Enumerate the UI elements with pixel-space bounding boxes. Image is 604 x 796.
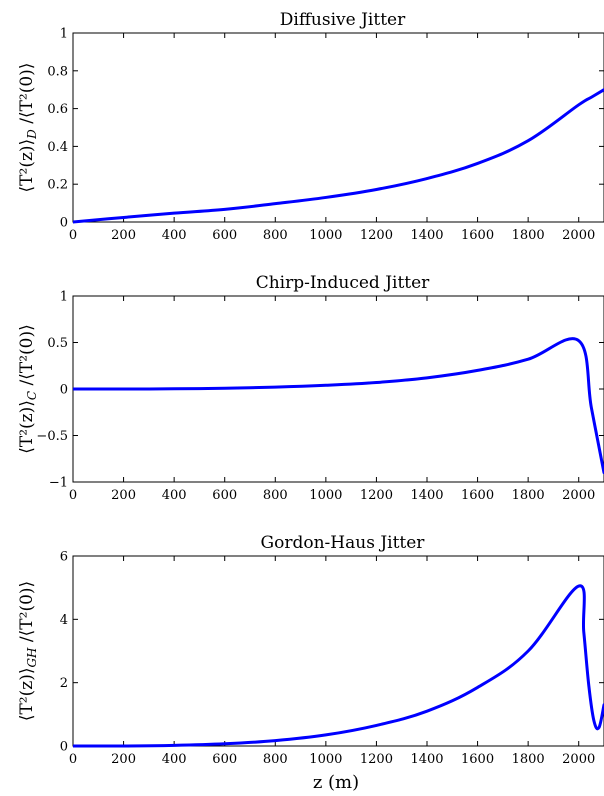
chart-panel-1: Diffusive Jitter 0 200 400 600 800 1000 1200 140… [17, 10, 604, 243]
x-tick-label: 400 [162, 752, 187, 767]
y-tick-label: 0.8 [47, 64, 68, 79]
y-tick-label: 4 [60, 613, 68, 628]
y-axis-label: ⟨T²(z)⟩D /⟨T²(0)⟩ [17, 63, 39, 193]
x-tick-label: 1400 [410, 228, 443, 243]
x-tick-label: 1200 [360, 228, 393, 243]
y-tick-label: −1 [49, 476, 68, 491]
x-tick-label: 1200 [360, 752, 393, 767]
x-tick-label: 600 [212, 752, 237, 767]
x-tick-label: 1600 [461, 228, 494, 243]
y-tick-label: 0.6 [47, 102, 68, 117]
x-tick-label: 0 [69, 752, 77, 767]
plot-frame [72, 32, 604, 223]
plot-frame [72, 555, 604, 747]
x-tick-label: 1400 [410, 488, 443, 503]
x-tick-label: 200 [111, 752, 136, 767]
x-tick-label: 400 [162, 488, 187, 503]
series-line-1 [73, 584, 604, 748]
y-tick-label: 1 [60, 27, 68, 42]
x-tick-label: 800 [263, 752, 288, 767]
y-tick-label: 0.5 [47, 336, 68, 351]
x-tick-label: 200 [111, 488, 136, 503]
x-tick-label: 1000 [309, 488, 342, 503]
y-tick-label: 0 [60, 740, 68, 755]
x-tick-label: 1000 [309, 752, 342, 767]
y-tick-label: 2 [60, 676, 68, 691]
y-tick-label: 0.4 [47, 140, 68, 155]
x-tick-label: 2000 [562, 228, 595, 243]
chart-panel-3: Gordon-Haus Jitter 0 200 400 600 800 1000 1200 1… [17, 533, 604, 767]
x-tick-label: 400 [162, 228, 187, 243]
x-tick-label: 2000 [562, 752, 595, 767]
x-axis-label: z (m) [313, 772, 359, 793]
y-tick-label: −0.5 [36, 429, 68, 444]
x-tick-label: 1800 [512, 752, 545, 767]
x-tick-label: 800 [263, 488, 288, 503]
x-tick-label: 200 [111, 228, 136, 243]
series-line-1 [73, 88, 604, 224]
y-tick-label: 0 [60, 383, 68, 398]
y-tick-label: 0 [60, 216, 68, 231]
chart-title: Diffusive Jitter [280, 10, 406, 30]
y-tick-label: 6 [60, 550, 68, 565]
chart-title: Chirp-Induced Jitter [256, 273, 430, 293]
chart-title: Gordon-Haus Jitter [261, 533, 426, 553]
x-tick-label: 0 [69, 228, 77, 243]
series-line-1 [73, 337, 604, 475]
x-tick-label: 1800 [512, 228, 545, 243]
x-tick-label: 2000 [562, 488, 595, 503]
y-axis-label: ⟨T²(z)⟩GH /⟨T²(0)⟩ [17, 581, 39, 721]
x-tick-label: 600 [212, 228, 237, 243]
x-tick-label: 0 [69, 488, 77, 503]
x-tick-label: 1800 [512, 488, 545, 503]
x-tick-label: 1200 [360, 488, 393, 503]
y-tick-label: 1 [60, 290, 68, 305]
x-tick-label: 600 [212, 488, 237, 503]
x-tick-label: 1400 [410, 752, 443, 767]
x-tick-label: 1000 [309, 228, 342, 243]
x-tick-label: 1600 [461, 752, 494, 767]
x-tick-label: 1600 [461, 488, 494, 503]
x-tick-label: 800 [263, 228, 288, 243]
y-axis-label: ⟨T²(z)⟩C /⟨T²(0)⟩ [17, 324, 39, 453]
y-tick-label: 0.2 [47, 178, 68, 193]
